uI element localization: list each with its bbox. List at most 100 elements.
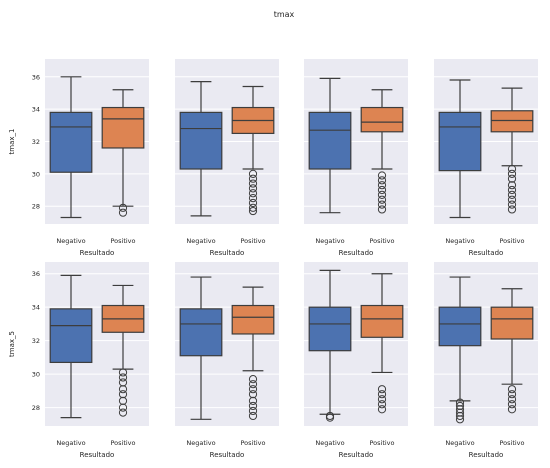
y-axis-label-tmax_1: tmax_1 [8, 129, 16, 155]
flier-point [507, 385, 517, 394]
box-positivo [490, 87, 534, 214]
subplot-2-1: 28 30 32 34 36 Negativo Positivo Resultado [32, 262, 149, 459]
flier-point [377, 176, 387, 185]
flier-point [455, 401, 465, 411]
box-positivo [490, 288, 534, 414]
flier-point [377, 200, 387, 209]
flier-point [118, 403, 128, 412]
flier-point [507, 205, 517, 214]
subplot-2-4: Negativo Positivo Resultado [434, 262, 538, 459]
flier-point [507, 390, 517, 399]
y-tick-label-34: 34 [32, 304, 40, 312]
iqr-box [179, 308, 223, 357]
box-positivo [360, 89, 404, 214]
box-positivo [231, 286, 275, 421]
flier-point [377, 385, 387, 394]
flier-point [325, 411, 335, 421]
box-negativo [308, 77, 352, 214]
subplot-2-2: Negativo Positivo Resultado [175, 262, 279, 459]
flier-point [377, 390, 387, 399]
flier-point [377, 195, 387, 204]
flier-point [507, 185, 517, 195]
x-tick-label-negativo: Negativo [315, 237, 344, 245]
box-positivo [360, 273, 404, 414]
iqr-box [360, 106, 404, 133]
flier-point [377, 400, 387, 409]
x-axis-label: Resultado [469, 249, 504, 257]
box-negativo [438, 79, 482, 219]
flier-point [507, 195, 517, 204]
flier-point [248, 174, 258, 183]
y-tick-label-28: 28 [32, 404, 40, 412]
flier-point [118, 373, 128, 382]
flier-point [507, 200, 517, 209]
y-tick-label-36: 36 [32, 270, 40, 278]
flier-point [455, 408, 465, 417]
subplot-1-2: Negativo Positivo Resultado [175, 59, 279, 257]
flier-point [248, 189, 258, 198]
box-negativo [308, 269, 352, 422]
iqr-box [101, 106, 145, 149]
y-tick-label-36: 36 [32, 73, 40, 81]
flier-point [248, 184, 258, 193]
flier-point [507, 190, 517, 199]
flier-point [118, 208, 128, 217]
flier-point [377, 395, 387, 404]
flier-point [118, 385, 128, 394]
x-axis-label: Resultado [80, 451, 115, 459]
flier-point [118, 390, 128, 399]
flier-point [248, 169, 258, 178]
iqr-box [438, 306, 482, 347]
y-tick-label-34: 34 [32, 106, 40, 114]
x-tick-label-positivo: Positivo [369, 237, 394, 245]
x-tick-label-negativo: Negativo [186, 439, 215, 447]
flier-point [118, 368, 128, 377]
flier-point [377, 185, 387, 195]
flier-point [248, 406, 258, 416]
subplot-grid: 28 30 32 34 36 Negativo Positivo Resultado Negat… [8, 59, 538, 459]
x-tick-label-positivo: Positivo [110, 439, 135, 447]
flier-point [248, 198, 258, 208]
subplot-1-3: Negativo Positivo Resultado [304, 59, 408, 257]
flier-point [248, 375, 258, 384]
x-tick-label-positivo: Positivo [369, 439, 394, 447]
flier-point [377, 171, 387, 180]
flier-point [507, 164, 517, 174]
iqr-box [231, 304, 275, 335]
flier-point [248, 385, 258, 394]
y-tick-label-32: 32 [32, 337, 40, 345]
flier-point [507, 169, 517, 178]
box-positivo [101, 284, 145, 417]
flier-point [507, 174, 517, 183]
x-axis-label: Resultado [469, 451, 504, 459]
x-tick-label-negativo: Negativo [445, 237, 474, 245]
x-axis-label: Resultado [339, 249, 374, 257]
iqr-box [179, 111, 223, 170]
flier-point [507, 400, 517, 409]
y-axis-label-tmax_5: tmax_5 [8, 331, 16, 357]
x-tick-label-positivo: Positivo [110, 237, 135, 245]
x-tick-label-negativo: Negativo [445, 439, 474, 447]
x-tick-label-positivo: Positivo [499, 237, 524, 245]
flier-point [248, 380, 258, 389]
flier-point [455, 411, 465, 421]
iqr-box [308, 111, 352, 170]
iqr-box [49, 308, 93, 364]
y-tick-label-28: 28 [32, 203, 40, 211]
x-tick-label-negativo: Negativo [56, 237, 85, 245]
flier-point [377, 405, 387, 414]
y-tick-label-30: 30 [32, 371, 40, 379]
x-axis-label: Resultado [210, 451, 245, 459]
x-axis-label: Resultado [80, 249, 115, 257]
box-negativo [49, 274, 93, 419]
flier-point [248, 390, 258, 399]
flier-point [455, 405, 465, 414]
iqr-box [308, 306, 352, 352]
iqr-box [490, 306, 534, 340]
flier-point [248, 206, 258, 216]
subplot-1-1: 28 30 32 34 36 Negativo Positivo Resultado [32, 59, 149, 257]
flier-point [248, 194, 258, 203]
x-axis-label: Resultado [339, 451, 374, 459]
y-tick-label-30: 30 [32, 170, 40, 178]
